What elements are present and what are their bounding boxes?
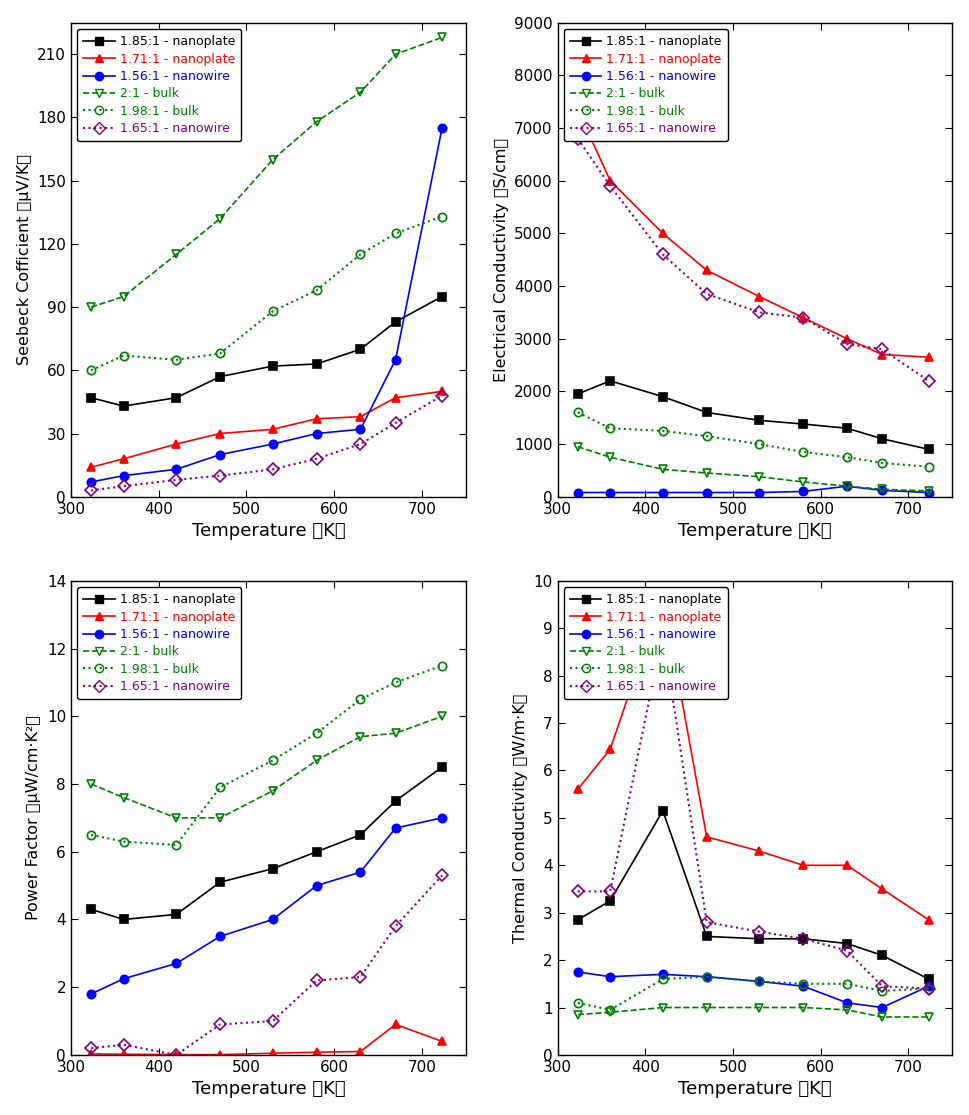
Y-axis label: Electrical Conductivity （S/cm）: Electrical Conductivity （S/cm） bbox=[493, 137, 509, 381]
X-axis label: Temperature （K）: Temperature （K） bbox=[192, 522, 345, 540]
X-axis label: Temperature （K）: Temperature （K） bbox=[678, 522, 831, 540]
Legend: 1.85:1 - nanoplate, 1.71:1 - nanoplate, 1.56:1 - nanowire, 2:1 - bulk, 1.98:1 - : 1.85:1 - nanoplate, 1.71:1 - nanoplate, … bbox=[78, 29, 241, 142]
Y-axis label: Seebeck Cofficient （μV/K）: Seebeck Cofficient （μV/K） bbox=[16, 154, 32, 366]
X-axis label: Temperature （K）: Temperature （K） bbox=[678, 1080, 831, 1098]
X-axis label: Temperature （K）: Temperature （K） bbox=[192, 1080, 345, 1098]
Legend: 1.85:1 - nanoplate, 1.71:1 - nanoplate, 1.56:1 - nanowire, 2:1 - bulk, 1.98:1 - : 1.85:1 - nanoplate, 1.71:1 - nanoplate, … bbox=[564, 29, 728, 142]
Y-axis label: Power Factor （μW/cm·K²）: Power Factor （μW/cm·K²） bbox=[26, 716, 42, 920]
Y-axis label: Thermal Conductivity （W/m·K）: Thermal Conductivity （W/m·K） bbox=[513, 694, 528, 942]
Legend: 1.85:1 - nanoplate, 1.71:1 - nanoplate, 1.56:1 - nanowire, 2:1 - bulk, 1.98:1 - : 1.85:1 - nanoplate, 1.71:1 - nanoplate, … bbox=[78, 588, 241, 699]
Legend: 1.85:1 - nanoplate, 1.71:1 - nanoplate, 1.56:1 - nanowire, 2:1 - bulk, 1.98:1 - : 1.85:1 - nanoplate, 1.71:1 - nanoplate, … bbox=[564, 588, 728, 699]
